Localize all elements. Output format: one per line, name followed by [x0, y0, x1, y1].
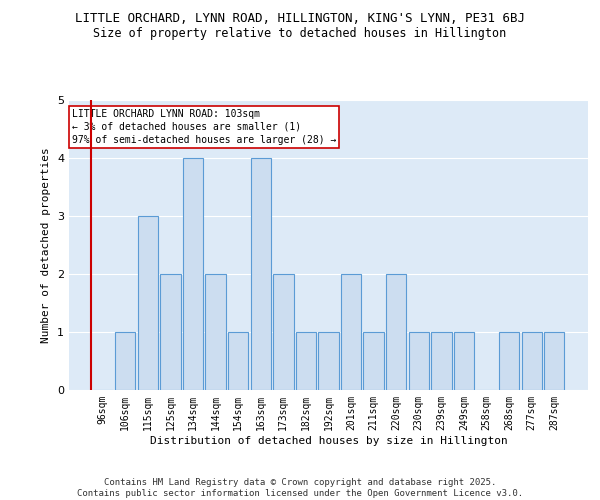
Bar [521, 332, 542, 390]
Bar [160, 274, 181, 390]
Text: Contains HM Land Registry data © Crown copyright and database right 2025.
Contai: Contains HM Land Registry data © Crown c… [77, 478, 523, 498]
Text: LITTLE ORCHARD, LYNN ROAD, HILLINGTON, KING'S LYNN, PE31 6BJ: LITTLE ORCHARD, LYNN ROAD, HILLINGTON, K… [75, 12, 525, 26]
Bar [341, 274, 361, 390]
X-axis label: Distribution of detached houses by size in Hillington: Distribution of detached houses by size … [149, 436, 508, 446]
Bar [296, 332, 316, 390]
Bar [273, 274, 293, 390]
Text: LITTLE ORCHARD LYNN ROAD: 103sqm
← 3% of detached houses are smaller (1)
97% of : LITTLE ORCHARD LYNN ROAD: 103sqm ← 3% of… [71, 108, 336, 145]
Bar [386, 274, 406, 390]
Bar [364, 332, 384, 390]
Bar [183, 158, 203, 390]
Bar [205, 274, 226, 390]
Bar [454, 332, 474, 390]
Bar [251, 158, 271, 390]
Text: Size of property relative to detached houses in Hillington: Size of property relative to detached ho… [94, 28, 506, 40]
Bar [499, 332, 519, 390]
Bar [431, 332, 452, 390]
Bar [138, 216, 158, 390]
Bar [319, 332, 338, 390]
Bar [115, 332, 136, 390]
Bar [544, 332, 565, 390]
Bar [228, 332, 248, 390]
Bar [409, 332, 429, 390]
Y-axis label: Number of detached properties: Number of detached properties [41, 147, 52, 343]
